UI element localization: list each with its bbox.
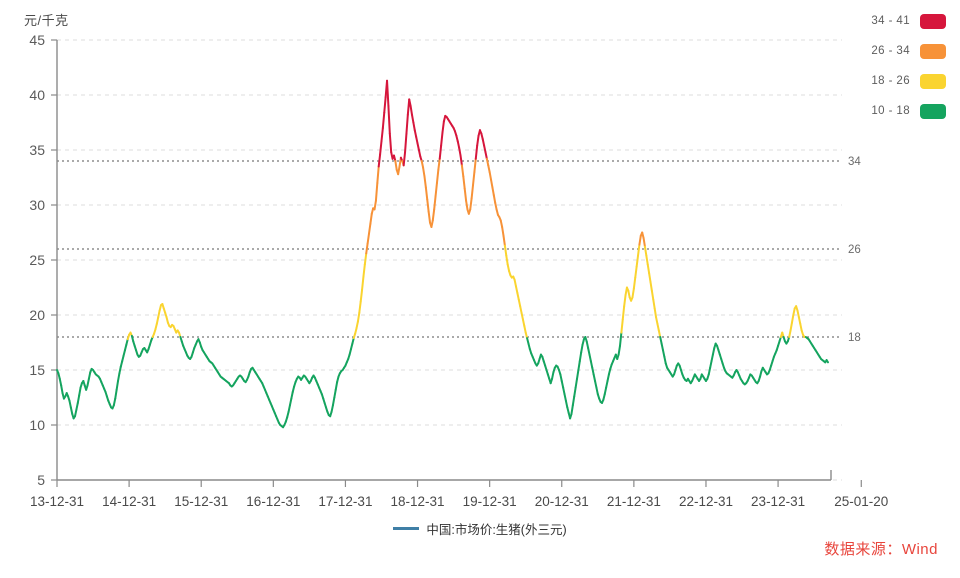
svg-text:25: 25 (29, 252, 45, 268)
threshold-lines-group (57, 160, 842, 338)
legend-color-swatch (920, 73, 946, 89)
legend-item-label: 10 - 18 (871, 105, 910, 117)
legend-item-label: 34 - 41 (871, 15, 910, 27)
svg-text:15: 15 (29, 362, 45, 378)
gridlines-group (57, 39, 842, 481)
svg-text:26: 26 (848, 244, 861, 256)
svg-text:30: 30 (29, 197, 45, 213)
svg-text:35: 35 (29, 142, 45, 158)
x-axis-tick-labels: 13-12-31 14-12-31 15-12-31 16-12-31 17-12-31… (30, 494, 888, 509)
svg-text:20-12-31: 20-12-31 (535, 494, 589, 509)
legend-item[interactable]: 10 - 18 (834, 98, 946, 124)
svg-text:13-12-31: 13-12-31 (30, 494, 84, 509)
series-legend[interactable]: 中国:市场价:生猪(外三元) (0, 519, 960, 538)
y-axis-unit-label: 元/千克 (24, 13, 69, 28)
svg-text:20: 20 (29, 307, 45, 323)
svg-text:5: 5 (37, 472, 45, 488)
legend-item-label: 18 - 26 (871, 75, 910, 87)
svg-text:18-12-31: 18-12-31 (391, 494, 445, 509)
x-axis-tick-marks (56, 480, 862, 487)
svg-text:25-01-20: 25-01-20 (834, 494, 888, 509)
svg-text:19-12-31: 19-12-31 (463, 494, 517, 509)
svg-text:18: 18 (848, 332, 861, 344)
svg-text:34: 34 (848, 156, 861, 168)
legend-color-swatch (920, 103, 946, 119)
svg-text:21-12-31: 21-12-31 (607, 494, 661, 509)
svg-text:10: 10 (29, 417, 45, 433)
svg-text:23-12-31: 23-12-31 (751, 494, 805, 509)
legend-color-swatch (920, 43, 946, 59)
svg-text:45: 45 (29, 32, 45, 48)
svg-text:16-12-31: 16-12-31 (246, 494, 300, 509)
price-series-line (56, 79, 829, 429)
legend-color-swatch (920, 13, 946, 29)
axis-lines-group (51, 39, 832, 481)
legend-item-label: 26 - 34 (871, 45, 910, 57)
data-source-note: 数据来源：Wind (824, 541, 938, 558)
color-band-legend: 34 - 41 26 - 34 18 - 26 10 - 18 (834, 8, 946, 128)
svg-text:40: 40 (29, 87, 45, 103)
legend-item[interactable]: 26 - 34 (834, 38, 946, 64)
series-line-marker-icon (393, 527, 420, 530)
svg-text:22-12-31: 22-12-31 (679, 494, 733, 509)
series-legend-label: 中国:市场价:生猪(外三元) (426, 523, 567, 537)
legend-item[interactable]: 18 - 26 (834, 68, 946, 94)
y-axis-tick-labels: 45 40 35 30 25 20 15 10 5 (29, 32, 45, 488)
svg-text:15-12-31: 15-12-31 (174, 494, 228, 509)
threshold-value-labels: 34 26 18 (848, 156, 861, 344)
legend-item[interactable]: 34 - 41 (834, 8, 946, 34)
svg-text:14-12-31: 14-12-31 (102, 494, 156, 509)
svg-text:17-12-31: 17-12-31 (318, 494, 372, 509)
